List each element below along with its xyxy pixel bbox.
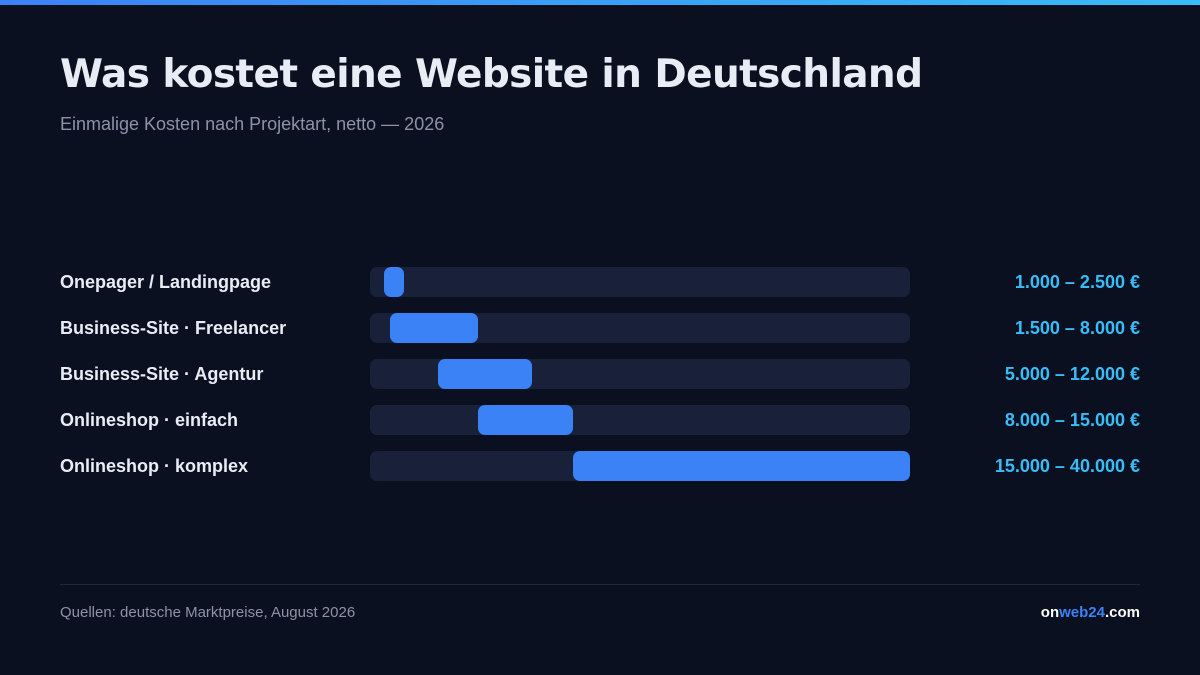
range-bar	[478, 405, 573, 435]
chart-row: Business-Site · Freelancer 1.500 – 8.000 …	[60, 313, 1140, 343]
range-value-label: 5.000 – 12.000 €	[1004, 364, 1140, 384]
source-note: Quellen: deutsche Marktpreise, August 20…	[60, 604, 356, 621]
range-bar-chart: Onepager / Landingpage 1.000 – 2.500 € Bus…	[60, 267, 1140, 497]
range-bar	[437, 359, 532, 389]
brand-logo-part-on: on	[1040, 604, 1060, 621]
category-label: Business-Site · Agentur	[60, 364, 264, 384]
range-bar	[572, 451, 910, 481]
brand-logo-part-web24: web24	[1059, 604, 1105, 621]
category-label: Business-Site · Freelancer	[60, 318, 287, 338]
bar-track	[370, 313, 910, 343]
range-value-label: 15.000 – 40.000 €	[994, 456, 1140, 476]
range-value-label: 1.000 – 2.500 €	[1014, 272, 1140, 292]
bar-track	[370, 267, 910, 297]
chart-row: Business-Site · Agentur 5.000 – 12.000 €	[60, 359, 1140, 389]
footer-divider	[60, 584, 1140, 585]
brand-logo-part-domain: .com	[1104, 604, 1140, 621]
bar-track	[370, 451, 910, 481]
range-value-label: 1.500 – 8.000 €	[1014, 318, 1140, 338]
category-label: Onlineshop · einfach	[60, 410, 239, 430]
page-subtitle: Einmalige Kosten nach Projektart, netto …	[60, 114, 445, 134]
bar-track	[370, 359, 910, 389]
page-title: Was kostet eine Website in Deutschland	[60, 52, 923, 97]
range-bar	[390, 313, 478, 343]
category-label: Onlineshop · komplex	[60, 456, 249, 476]
chart-row: Onepager / Landingpage 1.000 – 2.500 €	[60, 267, 1140, 297]
range-value-label: 8.000 – 15.000 €	[1004, 410, 1140, 430]
chart-row: Onlineshop · einfach 8.000 – 15.000 €	[60, 405, 1140, 435]
range-bar	[383, 267, 404, 297]
chart-row: Onlineshop · komplex 15.000 – 40.000 €	[60, 451, 1140, 481]
brand-logo: onweb24.com	[1041, 604, 1140, 621]
category-label: Onepager / Landingpage	[60, 272, 272, 292]
bar-track	[370, 405, 910, 435]
top-accent-stripe	[0, 0, 1200, 5]
